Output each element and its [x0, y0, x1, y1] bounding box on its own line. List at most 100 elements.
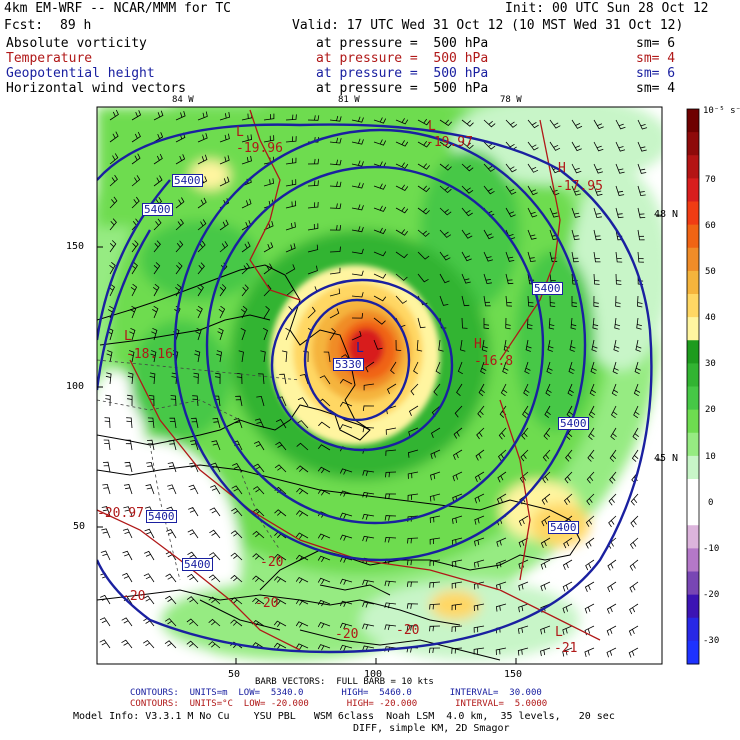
- wind-barb: [495, 647, 507, 656]
- colorbar-segment: [687, 571, 699, 596]
- wind-barb: [439, 207, 452, 216]
- model-info-2: DIFF, simple KM, 2D Smagor: [353, 723, 510, 734]
- wind-barb: [457, 361, 463, 375]
- wind-barb: [586, 471, 595, 484]
- wind-barb: [473, 647, 485, 655]
- colorbar-segment: [687, 363, 699, 388]
- wind-barb: [186, 596, 199, 605]
- wind-barb: [628, 647, 639, 658]
- colorbar-segment: [687, 617, 699, 642]
- wind-barb: [102, 461, 111, 473]
- wind-barb: [100, 550, 111, 561]
- wind-barb: [102, 483, 111, 495]
- wind-barb: [329, 115, 342, 122]
- wind-barb: [483, 119, 496, 128]
- wind-barb: [263, 113, 275, 121]
- wind-barb: [123, 484, 133, 495]
- x-tick-100: 100: [364, 669, 383, 680]
- wind-barb: [167, 484, 177, 495]
- wind-barb: [175, 197, 185, 209]
- wind-barb: [637, 119, 648, 130]
- wind-barb: [285, 200, 297, 209]
- wind-barb: [395, 251, 408, 259]
- temp-label: -16.8: [474, 354, 514, 369]
- field-name-temperature: Temperature: [6, 51, 93, 66]
- contours-temp-info: CONTOURS: UNITS=°C LOW= -20.000 HIGH= -2…: [130, 699, 548, 709]
- wind-barb: [474, 493, 485, 504]
- y-tick-50: 50: [73, 521, 86, 532]
- wind-barb: [527, 207, 538, 218]
- wind-barb: [296, 420, 309, 429]
- wind-barb: [521, 427, 529, 440]
- wind-barb: [502, 361, 509, 375]
- wind-barb: [475, 449, 485, 461]
- wind-barb: [274, 553, 287, 561]
- wind-barb: [196, 305, 203, 319]
- wind-barb: [429, 559, 441, 567]
- wind-barb: [175, 154, 186, 165]
- colorbar-segment: [687, 178, 699, 203]
- wind-barb: [175, 240, 184, 253]
- lon-label-84w: 84 W: [172, 95, 194, 105]
- wind-barb: [131, 240, 139, 253]
- height-label: 5400: [558, 417, 589, 430]
- wind-barb: [317, 444, 331, 451]
- wind-barb: [615, 185, 625, 196]
- wind-barb: [637, 141, 647, 152]
- wind-barb: [417, 118, 431, 126]
- wind-barb: [362, 623, 375, 630]
- wind-barb: [252, 575, 265, 583]
- wind-barb: [495, 603, 507, 612]
- colorbar-unit-label: 10⁻⁵ s⁻¹: [703, 106, 740, 116]
- height-contours: [97, 123, 653, 654]
- coastlines: [97, 264, 581, 661]
- wind-barb: [129, 327, 136, 341]
- wind-barb: [430, 471, 441, 481]
- wind-barb: [285, 264, 296, 275]
- wind-barb: [153, 110, 164, 121]
- wind-barb: [153, 262, 161, 275]
- wind-barb: [417, 251, 430, 260]
- wind-barb: [429, 581, 441, 588]
- wind-barb: [439, 185, 452, 194]
- wind-barb: [241, 284, 249, 297]
- colorbar-segment: [687, 548, 699, 573]
- wind-barb: [109, 240, 117, 253]
- wind-barb: [295, 576, 309, 584]
- wind-barb: [210, 484, 221, 495]
- wind-barb: [483, 163, 496, 172]
- wind-barb: [565, 449, 573, 462]
- wind-barb: [103, 439, 111, 451]
- wind-barb: [131, 196, 140, 209]
- wind-barb: [219, 155, 230, 165]
- wind-barb: [190, 417, 199, 429]
- wind-barb: [615, 119, 626, 130]
- wind-barb: [571, 185, 581, 196]
- wind-barb: [373, 317, 386, 325]
- wind-barb: [505, 251, 515, 262]
- wind-barb: [317, 489, 331, 496]
- wind-barb: [122, 550, 133, 561]
- wind-barb: [219, 219, 229, 231]
- state-borders: [97, 359, 301, 581]
- wind-barb: [571, 229, 580, 241]
- wind-barb: [542, 471, 551, 484]
- wind-barb: [307, 201, 319, 209]
- forecast-hours: 89 h: [60, 18, 92, 33]
- wind-barb: [307, 244, 319, 253]
- wind-barb: [165, 595, 177, 605]
- wind-barb: [395, 118, 409, 125]
- wind-barb: [238, 350, 244, 363]
- wind-barb: [633, 405, 640, 419]
- wind-barb: [240, 327, 246, 341]
- wind-barb: [452, 449, 463, 460]
- wind-barb: [109, 218, 117, 231]
- wind-barb: [461, 273, 471, 284]
- wind-barb: [430, 449, 441, 460]
- wind-barb: [526, 317, 533, 330]
- wind-barb: [518, 515, 529, 526]
- wind-barb: [549, 295, 556, 307]
- temp-label: -20: [260, 555, 284, 570]
- colorbar: [687, 109, 699, 665]
- wind-barb: [186, 640, 199, 649]
